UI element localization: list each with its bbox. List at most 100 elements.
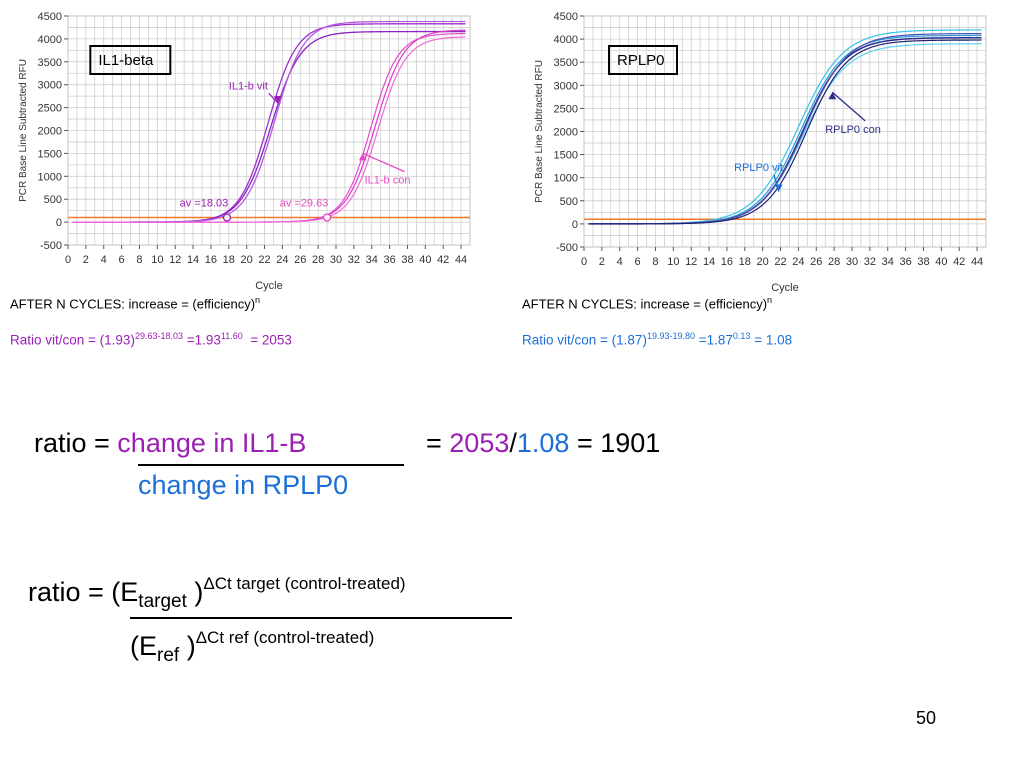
x-tick-label: 20 — [757, 256, 769, 268]
y-tick-label: -500 — [40, 240, 62, 252]
annotation-arrowhead — [358, 153, 367, 161]
x-tick-label: 32 — [348, 254, 360, 266]
y-axis-label: PCR Base Line Subtracted RFU — [18, 59, 29, 202]
annotation-label: IL1-b con — [365, 175, 411, 187]
x-tick-label: 2 — [83, 254, 89, 266]
y-tick-label: -500 — [556, 242, 578, 254]
right-after-sup: n — [767, 295, 773, 305]
left-ratio-c: = 2053 — [242, 332, 292, 348]
legend-box-frame — [608, 45, 679, 75]
x-tick-label: 12 — [685, 256, 697, 268]
x-tick-label: 10 — [151, 254, 163, 266]
x-tick-label: 32 — [864, 256, 876, 268]
x-tick-label: 16 — [205, 254, 217, 266]
right-ratio-sup2: 0.13 — [732, 331, 751, 341]
equation-2-sup-ref: ΔCt ref (control-treated) — [195, 628, 375, 647]
equation-2-close-2: ) — [179, 631, 196, 661]
left-ratio-a: Ratio vit/con = (1.93) — [10, 332, 135, 348]
annotation-arrow — [268, 92, 279, 104]
x-tick-label: 42 — [953, 256, 965, 268]
x-tick-label: 30 — [330, 254, 342, 266]
equation-1-denominator: change in RPLP0 — [138, 470, 349, 500]
x-tick-label: 44 — [455, 254, 467, 266]
x-tick-label: 26 — [294, 254, 306, 266]
y-tick-label: 3000 — [38, 80, 62, 92]
annotation-arrowhead — [273, 96, 282, 104]
x-tick-label: 12 — [169, 254, 181, 266]
x-tick-label: 24 — [276, 254, 288, 266]
equation-1-result: = 2053/1.08 = 1901 — [426, 428, 660, 459]
x-tick-label: 2 — [599, 256, 605, 268]
x-tick-label: 22 — [258, 254, 270, 266]
equation-1-equals: = — [426, 428, 450, 458]
left-ratio-sup1: 29.63-18.03 — [134, 331, 183, 341]
x-tick-label: 22 — [774, 256, 786, 268]
equation-1-numerator: change in IL1-B — [117, 428, 307, 458]
right-ratio-b: =1.87 — [694, 332, 733, 348]
left-after-caption: AFTER N CYCLES: increase = (efficiency)n — [10, 295, 260, 311]
x-tick-label: 34 — [366, 254, 378, 266]
x-tick-label: 34 — [882, 256, 894, 268]
annotation-label: RPLP0 con — [825, 124, 881, 136]
x-tick-label: 14 — [703, 256, 715, 268]
annotation-label: av =18.03 — [180, 198, 229, 210]
y-tick-label: 0 — [56, 217, 62, 229]
right-ratio-a: Ratio vit/con = (1.87) — [522, 332, 647, 348]
equation-2-sub-target: target — [138, 591, 187, 612]
y-tick-label: 1500 — [554, 150, 578, 162]
x-tick-label: 40 — [935, 256, 947, 268]
annotation-label: av =29.63 — [280, 198, 329, 210]
legend-box: RPLP0 — [608, 45, 679, 75]
legend-box-label: IL1-beta — [98, 52, 154, 69]
y-tick-label: 1000 — [554, 173, 578, 185]
right-after-caption: AFTER N CYCLES: increase = (efficiency)n — [522, 295, 772, 311]
x-tick-label: 18 — [223, 254, 235, 266]
left-after-sup: n — [255, 295, 261, 305]
right-ratio-c: = 1.08 — [750, 332, 793, 348]
series-line-il1-b-con — [72, 36, 466, 223]
y-tick-label: 2500 — [38, 103, 62, 115]
y-tick-label: 3000 — [554, 80, 578, 92]
equation-2-denominator: (Eref )ΔCt ref (control-treated) — [130, 628, 374, 667]
y-tick-label: 4500 — [38, 11, 62, 23]
annotation-arrow — [831, 91, 866, 122]
annotation-arrowhead — [828, 92, 837, 100]
equation-1-value-1: 2053 — [449, 428, 510, 458]
equation-2-fraction-bar — [130, 617, 512, 619]
equation-1-fraction-bar — [138, 464, 404, 466]
x-tick-label: 40 — [419, 254, 431, 266]
page-number: 50 — [915, 708, 936, 728]
y-tick-label: 3500 — [38, 57, 62, 69]
x-tick-label: 14 — [187, 254, 199, 266]
y-tick-label: 3500 — [554, 57, 578, 69]
legend-box-label: RPLP0 — [617, 52, 665, 69]
x-tick-label: 38 — [917, 256, 929, 268]
x-tick-label: 38 — [401, 254, 413, 266]
equation-2-close-1: ) — [186, 577, 204, 607]
y-tick-label: 4000 — [554, 34, 578, 46]
x-tick-label: 10 — [667, 256, 679, 268]
y-tick-label: 2000 — [554, 127, 578, 139]
legend-box: IL1-beta — [89, 45, 172, 75]
series-line-rplp0-con — [588, 39, 982, 225]
right-ratio-sup1: 19.93-19.80 — [646, 331, 695, 341]
x-axis-label: Cycle — [255, 280, 283, 292]
x-tick-label: 28 — [312, 254, 324, 266]
x-tick-label: 26 — [810, 256, 822, 268]
rplp0-chart: -500050010001500200025003000350040004500… — [534, 11, 987, 294]
x-tick-label: 0 — [581, 256, 587, 268]
right-after-text: AFTER N CYCLES: increase = (efficiency) — [522, 296, 768, 312]
x-tick-label: 20 — [241, 254, 253, 266]
x-tick-label: 36 — [899, 256, 911, 268]
x-tick-label: 36 — [383, 254, 395, 266]
annotation-label: RPLP0 vit — [734, 162, 783, 174]
left-ratio-b: =1.93 — [182, 332, 221, 348]
y-tick-label: 4000 — [38, 34, 62, 46]
y-tick-label: 0 — [572, 219, 578, 231]
x-axis-label: Cycle — [771, 282, 799, 294]
legend-box-frame — [89, 45, 172, 75]
x-tick-label: 44 — [971, 256, 983, 268]
y-tick-label: 1500 — [38, 148, 62, 160]
il1-beta-chart: -500050010001500200025003000350040004500… — [18, 11, 471, 292]
y-tick-label: 2000 — [38, 126, 62, 138]
